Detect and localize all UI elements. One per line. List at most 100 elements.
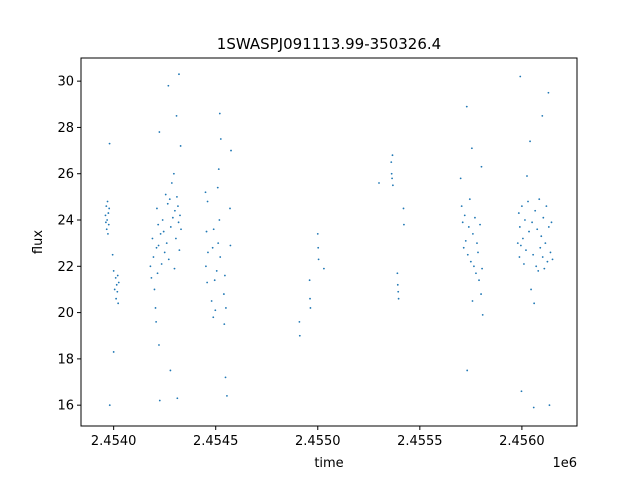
data-point (467, 226, 470, 228)
data-point (210, 300, 213, 302)
data-point (156, 207, 158, 210)
data-point (160, 263, 163, 265)
data-point (516, 242, 519, 245)
data-point (224, 376, 227, 379)
data-point (217, 168, 220, 170)
data-point (229, 207, 231, 210)
data-point (230, 149, 232, 152)
data-point (461, 221, 464, 224)
data-point (207, 251, 209, 254)
y-axis: 16 18 20 22 24 26 28 30 (57, 75, 81, 414)
data-point (173, 209, 176, 212)
data-point (534, 209, 537, 212)
data-point (112, 351, 115, 353)
data-point (206, 281, 209, 284)
data-point (390, 172, 393, 175)
data-point (212, 316, 215, 319)
data-point (172, 172, 175, 175)
data-point (205, 265, 207, 268)
data-point (157, 223, 160, 226)
x-axis: 2.4540 2.4545 2.4550 2.4555 2.4560 (91, 426, 545, 449)
data-point (153, 288, 156, 291)
chart-title: 1SWASPJ091113.99-350326.4 (217, 35, 441, 53)
data-point (519, 244, 522, 247)
data-point (517, 212, 520, 214)
data-point (480, 165, 483, 168)
data-point (214, 309, 217, 312)
data-point (149, 265, 152, 268)
data-point (158, 344, 160, 346)
data-point (390, 161, 393, 164)
data-point (173, 267, 176, 270)
data-point (397, 297, 400, 300)
data-point (527, 200, 529, 203)
data-point (463, 214, 466, 217)
data-point (545, 205, 548, 208)
data-point (157, 244, 160, 247)
data-point (179, 145, 182, 147)
x-tick-label: 2.4550 (295, 434, 341, 449)
data-point (308, 279, 311, 282)
data-point (107, 212, 110, 214)
data-point (158, 399, 161, 402)
data-point (215, 270, 218, 272)
data-point (115, 283, 118, 286)
data-point (309, 307, 312, 309)
data-point (396, 272, 399, 275)
data-point (151, 237, 154, 240)
data-point (169, 226, 172, 228)
data-point (550, 221, 553, 224)
x-axis-label: time (314, 456, 343, 471)
data-point (518, 256, 521, 258)
data-point (154, 307, 157, 309)
data-point (529, 140, 531, 143)
data-point (105, 228, 108, 231)
x-tick-label: 2.4555 (397, 434, 443, 449)
data-point (316, 233, 319, 235)
data-point (229, 244, 232, 247)
data-point (378, 182, 380, 184)
data-point (223, 323, 226, 326)
data-point (396, 283, 399, 286)
data-point (317, 246, 320, 249)
data-point (543, 267, 546, 270)
data-point (533, 302, 536, 305)
data-point (218, 112, 221, 115)
data-point (116, 274, 119, 277)
data-point (403, 223, 405, 226)
data-point (525, 249, 527, 252)
data-point (212, 228, 215, 231)
data-point (551, 258, 554, 261)
data-point (526, 175, 528, 177)
y-tick-label: 18 (57, 352, 74, 367)
data-point (544, 242, 547, 245)
data-point (397, 290, 400, 293)
data-point (478, 279, 480, 282)
data-point (178, 249, 181, 252)
data-point (205, 230, 208, 233)
data-point (225, 307, 227, 309)
data-point (522, 237, 524, 240)
data-point (476, 242, 478, 245)
data-point (159, 233, 162, 235)
data-point (175, 237, 177, 240)
y-tick-label: 26 (57, 167, 74, 182)
data-point (105, 221, 107, 224)
data-point (474, 216, 476, 219)
y-tick-label: 24 (57, 214, 74, 229)
data-point (107, 233, 109, 235)
data-point (177, 221, 180, 224)
data-point (475, 272, 477, 275)
data-point (150, 276, 153, 279)
data-point (541, 114, 544, 117)
y-tick-label: 28 (57, 121, 74, 136)
data-point (520, 205, 523, 208)
data-point (464, 239, 467, 242)
data-point (530, 288, 532, 291)
data-point (549, 251, 552, 254)
data-point (470, 147, 473, 150)
data-point (213, 279, 216, 282)
data-point (466, 369, 469, 372)
